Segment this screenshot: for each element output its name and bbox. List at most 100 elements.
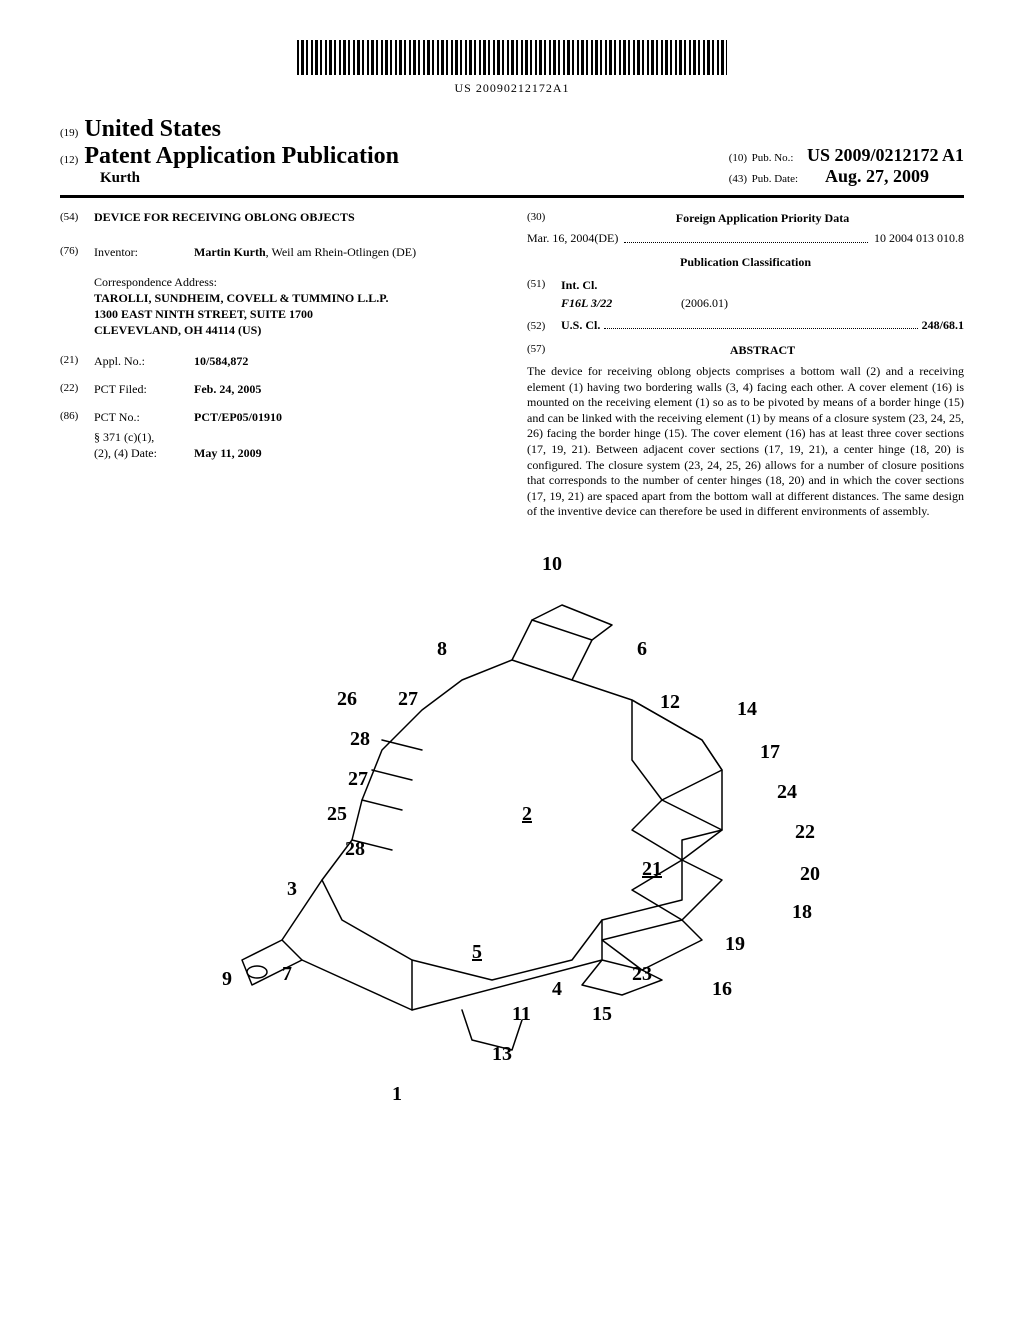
applno-value: 10/584,872 xyxy=(194,353,497,369)
corr-line3: CLEVEVLAND, OH 44114 (US) xyxy=(94,322,497,338)
pub-type-line: (12) Patent Application Publication xyxy=(60,143,399,170)
svg-text:22: 22 xyxy=(795,821,815,843)
patent-figure: 1086262712142817272425228223212018519234… xyxy=(162,540,862,1130)
svg-text:3: 3 xyxy=(287,878,297,900)
svg-text:11: 11 xyxy=(512,1003,531,1025)
foreign-num: 10 2004 013 010.8 xyxy=(874,230,964,246)
uscl-code: (52) xyxy=(527,319,561,334)
intcl-row1: (51) Int. Cl. xyxy=(527,277,964,293)
applno-code: (21) xyxy=(60,353,94,369)
figure-area: 1086262712142817272425228223212018519234… xyxy=(60,540,964,1134)
foreign-priority-row: Mar. 16, 2004 (DE) 10 2004 013 010.8 xyxy=(527,230,964,246)
pubno-line: (10) Pub. No.: US 2009/0212172 A1 xyxy=(729,145,964,166)
sect371-label2: (2), (4) Date: xyxy=(94,445,194,461)
svg-text:20: 20 xyxy=(800,863,820,885)
intcl-row2: F16L 3/22 (2006.01) xyxy=(527,295,964,311)
inventor-row: (76) Inventor: Martin Kurth, Weil am Rhe… xyxy=(60,244,497,260)
svg-text:1: 1 xyxy=(392,1083,402,1105)
foreign-country: (DE) xyxy=(594,230,618,246)
svg-text:14: 14 xyxy=(737,698,757,720)
foreign-heading-row: (30) Foreign Application Priority Data xyxy=(527,210,964,226)
uscl-dots xyxy=(604,328,917,329)
abstract-text: The device for receiving oblong objects … xyxy=(527,364,964,520)
title-block: (54) DEVICE FOR RECEIVING OBLONG OBJECTS xyxy=(60,210,497,226)
svg-text:2: 2 xyxy=(522,803,532,825)
uscl-row: (52) U.S. Cl. 248/68.1 xyxy=(527,317,964,334)
corr-label: Correspondence Address: xyxy=(94,274,497,290)
uscl-value: 248/68.1 xyxy=(922,317,964,333)
corr-line2: 1300 EAST NINTH STREET, SUITE 1700 xyxy=(94,306,497,322)
applno-label: Appl. No.: xyxy=(94,353,194,369)
sect371-value: May 11, 2009 xyxy=(194,445,497,461)
inventor-name: Martin Kurth xyxy=(194,245,266,259)
svg-text:4: 4 xyxy=(552,978,562,1000)
pubdate-value: Aug. 27, 2009 xyxy=(825,166,929,186)
header-rule xyxy=(60,195,964,198)
svg-text:21: 21 xyxy=(642,858,662,880)
corr-line1: TAROLLI, SUNDHEIM, COVELL & TUMMINO L.L.… xyxy=(94,290,497,306)
country-prefix: (19) xyxy=(60,127,78,139)
intcl-edition: (2006.01) xyxy=(681,295,728,311)
sect371-label1: § 371 (c)(1), xyxy=(94,429,194,445)
inventor-rest: , Weil am Rhein-Otlingen (DE) xyxy=(266,245,416,259)
pctno-row: (86) PCT No.: PCT/EP05/01910 xyxy=(60,409,497,425)
pubdate-prefix: (43) xyxy=(729,173,747,185)
barcode-graphic xyxy=(297,40,727,75)
svg-text:12: 12 xyxy=(660,691,680,713)
header-left: (19) United States (12) Patent Applicati… xyxy=(60,116,399,187)
abstract-heading-row: (57) ABSTRACT xyxy=(527,342,964,358)
pctno-label: PCT No.: xyxy=(94,409,194,425)
foreign-dots xyxy=(624,230,868,243)
invention-title: DEVICE FOR RECEIVING OBLONG OBJECTS xyxy=(94,210,355,226)
barcode-text: US 20090212172A1 xyxy=(60,81,964,96)
barcode-block: US 20090212172A1 xyxy=(60,40,964,96)
uscl-label: U.S. Cl. xyxy=(561,317,600,333)
foreign-heading: Foreign Application Priority Data xyxy=(561,210,964,226)
inventor-code: (76) xyxy=(60,244,94,260)
pub-prefix: (12) xyxy=(60,154,78,166)
sect371-row: § 371 (c)(1), xyxy=(60,429,497,445)
svg-text:23: 23 xyxy=(632,963,652,985)
correspondence-block: Correspondence Address: TAROLLI, SUNDHEI… xyxy=(94,274,497,339)
inventor-value: Martin Kurth, Weil am Rhein-Otlingen (DE… xyxy=(194,244,497,260)
right-column: (30) Foreign Application Priority Data M… xyxy=(527,210,964,520)
foreign-date: Mar. 16, 2004 xyxy=(527,230,594,246)
pubno-value: US 2009/0212172 A1 xyxy=(807,145,964,165)
intcl-class: F16L 3/22 xyxy=(561,295,681,311)
svg-text:8: 8 xyxy=(437,638,447,660)
foreign-code: (30) xyxy=(527,210,561,226)
title-code: (54) xyxy=(60,210,94,226)
left-column: (54) DEVICE FOR RECEIVING OBLONG OBJECTS… xyxy=(60,210,497,520)
svg-text:10: 10 xyxy=(542,553,562,575)
country-name: United States xyxy=(84,116,221,142)
svg-text:25: 25 xyxy=(327,803,347,825)
pubdate-label: Pub. Date: xyxy=(752,173,798,185)
svg-text:24: 24 xyxy=(777,781,797,803)
pubclass-heading: Publication Classification xyxy=(527,254,964,270)
pctfiled-label: PCT Filed: xyxy=(94,381,194,397)
svg-text:27: 27 xyxy=(398,688,418,710)
svg-text:18: 18 xyxy=(792,901,812,923)
applno-row: (21) Appl. No.: 10/584,872 xyxy=(60,353,497,369)
svg-text:26: 26 xyxy=(337,688,357,710)
svg-text:16: 16 xyxy=(712,978,732,1000)
abstract-heading: ABSTRACT xyxy=(561,342,964,358)
intcl-code: (51) xyxy=(527,277,561,293)
intcl-label: Int. Cl. xyxy=(561,277,597,293)
header-right: (10) Pub. No.: US 2009/0212172 A1 (43) P… xyxy=(729,145,964,187)
svg-text:7: 7 xyxy=(282,963,292,985)
svg-text:27: 27 xyxy=(348,768,368,790)
svg-text:5: 5 xyxy=(472,941,482,963)
svg-text:28: 28 xyxy=(345,838,365,860)
pctno-code: (86) xyxy=(60,409,94,425)
pctfiled-value: Feb. 24, 2005 xyxy=(194,381,497,397)
pubdate-line: (43) Pub. Date: Aug. 27, 2009 xyxy=(729,166,964,187)
pubno-prefix: (10) xyxy=(729,152,747,164)
inventor-label: Inventor: xyxy=(94,244,194,260)
header-row: (19) United States (12) Patent Applicati… xyxy=(60,116,964,187)
country-line: (19) United States xyxy=(60,116,399,143)
sect371-row2: (2), (4) Date: May 11, 2009 xyxy=(60,445,497,461)
pub-type: Patent Application Publication xyxy=(84,143,399,169)
svg-text:15: 15 xyxy=(592,1003,612,1025)
pubno-label: Pub. No.: xyxy=(752,152,794,164)
